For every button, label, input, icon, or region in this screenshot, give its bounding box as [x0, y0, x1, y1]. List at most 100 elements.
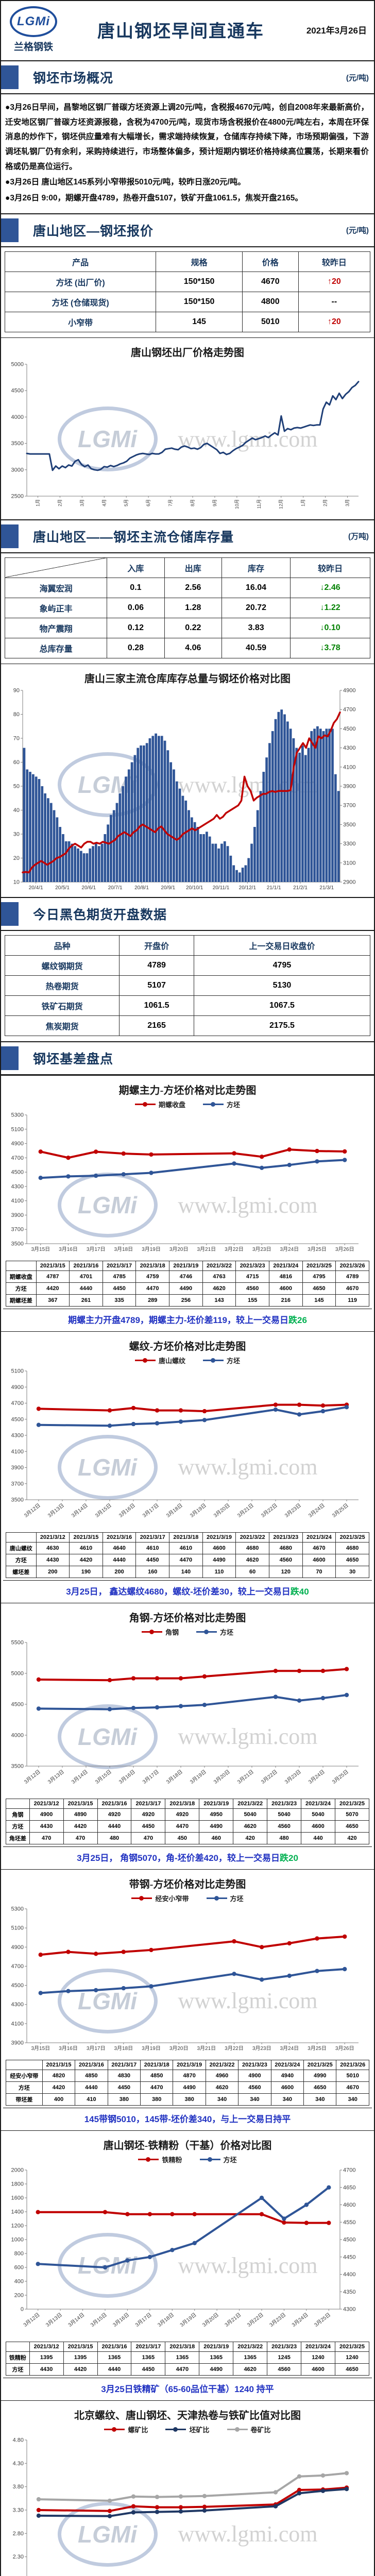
- svg-text:3月15日: 3月15日: [31, 1246, 50, 1252]
- svg-text:3月17日: 3月17日: [87, 1246, 106, 1252]
- svg-text:3月26日: 3月26日: [335, 1246, 354, 1252]
- svg-text:3月16日: 3月16日: [59, 2045, 78, 2052]
- svg-text:3月22日: 3月22日: [246, 2312, 265, 2328]
- svg-text:4100: 4100: [11, 1198, 24, 1204]
- chart-legend: 角钢 方坯: [3, 1625, 372, 1638]
- svg-text:3月19日: 3月19日: [189, 1769, 208, 1785]
- svg-text:200: 200: [14, 2292, 24, 2298]
- svg-text:4900: 4900: [11, 1384, 24, 1390]
- section-warehouse-inventory: 唐山地区——钢坯主流仓储库存量 (万吨): [1, 519, 374, 553]
- chart-angle-vs-billet: LGMi www.lgmi.com 角钢-方坯价格对比走势图 角钢 方坯 3500 4…: [1, 1602, 374, 1869]
- chart-inventory-vs-price: LGMi www.lgmi.com 唐山三家主流仓库库存总量与钢坯价格对比图 10…: [1, 663, 374, 897]
- svg-text:20/11/1: 20/11/1: [213, 885, 230, 891]
- svg-text:3月16日: 3月16日: [59, 1246, 78, 1252]
- svg-text:3月20日: 3月20日: [169, 2045, 189, 2052]
- market-overview-paragraphs: ●3月26日早间，昌黎地区钢厂普碳方坯资源上调20元/吨，含税报4670元/吨，…: [1, 94, 374, 213]
- rebar-futures-vs-billet-table: 2021/3/15 2021/3/16 2021/3/17 2021/3/18 2021…: [6, 1260, 369, 1307]
- svg-text:5300: 5300: [11, 1906, 24, 1912]
- svg-text:4500: 4500: [11, 1169, 24, 1175]
- svg-text:5100: 5100: [11, 1126, 24, 1132]
- svg-text:20/6/1: 20/6/1: [81, 885, 96, 891]
- svg-text:4300: 4300: [343, 2306, 355, 2312]
- svg-text:7月: 7月: [168, 499, 173, 506]
- svg-text:3月19日: 3月19日: [189, 1502, 208, 1519]
- chart-title: 唐山三家主流仓库库存总量与钢坯价格对比图: [84, 673, 291, 685]
- svg-text:3.30: 3.30: [13, 2507, 24, 2513]
- chart-legend: 期螺收盘 方坯: [3, 1098, 372, 1111]
- svg-text:3月14日: 3月14日: [71, 1769, 89, 1785]
- svg-text:12月: 12月: [279, 499, 284, 509]
- svg-text:4500: 4500: [11, 1416, 24, 1422]
- svg-text:600: 600: [14, 2264, 24, 2270]
- chart-title: 唐山钢坯-铁精粉（干基）价格对比图: [103, 2140, 272, 2151]
- svg-text:5100: 5100: [11, 1925, 24, 1931]
- svg-text:4700: 4700: [11, 1155, 24, 1161]
- strip-vs-billet-table: 2021/3/15 2021/3/16 2021/3/17 2021/3/18 2021…: [6, 2059, 369, 2106]
- svg-text:2.80: 2.80: [13, 2531, 24, 2537]
- svg-text:4500: 4500: [11, 387, 24, 394]
- angle-vs-billet-table: 2021/3/12 2021/3/15 2021/3/16 2021/3/17 2021…: [6, 1798, 370, 1844]
- section-basis-review: 钢坯基差盘点: [1, 1041, 374, 1075]
- svg-text:3700: 3700: [343, 802, 355, 808]
- svg-text:2月: 2月: [323, 499, 328, 506]
- svg-text:4.80: 4.80: [13, 2437, 24, 2443]
- svg-text:3月: 3月: [345, 499, 350, 506]
- chart-note: 3月25日， 鑫达螺纹4680，螺纹-坯价差30，较上一交易日跌40: [3, 1580, 372, 1601]
- chart-legend: 唐山螺纹 方坯: [3, 1354, 372, 1367]
- svg-text:4100: 4100: [11, 2021, 24, 2027]
- svg-text:80: 80: [13, 711, 20, 718]
- ore-ratio-chart: 1.802.302.803.303.804.304.803月12日3月13日3月…: [3, 2436, 372, 2576]
- svg-text:3月17日: 3月17日: [87, 2045, 106, 2052]
- svg-text:3月24日: 3月24日: [308, 1502, 326, 1519]
- svg-text:4500: 4500: [11, 1982, 24, 1989]
- rebar-futures-vs-billet-chart: 3500 3700 3900 4100 4300 4500 4700 4900 5100 5300…: [3, 1111, 372, 1258]
- svg-text:3月23日: 3月23日: [284, 1502, 302, 1519]
- svg-text:4100: 4100: [11, 1448, 24, 1454]
- svg-text:5500: 5500: [11, 1639, 24, 1646]
- rebar-vs-billet-table: 2021/3/12 2021/3/15 2021/3/16 2021/3/17 2021…: [6, 1532, 369, 1578]
- svg-text:3500: 3500: [11, 1497, 24, 1503]
- svg-text:3月20日: 3月20日: [213, 1502, 231, 1519]
- svg-text:3700: 3700: [11, 1481, 24, 1487]
- section-futures-open: 今日黑色期货开盘数据: [1, 896, 374, 931]
- svg-text:3月25日: 3月25日: [331, 1769, 350, 1785]
- svg-text:3月19日: 3月19日: [142, 2045, 161, 2052]
- svg-text:20/12/1: 20/12/1: [239, 885, 257, 891]
- svg-text:4000: 4000: [11, 414, 24, 420]
- svg-text:3月15日: 3月15日: [31, 2045, 50, 2052]
- section-title: 唐山地区—钢坯报价: [33, 224, 154, 239]
- svg-text:11月: 11月: [257, 499, 262, 509]
- chart-rebar-futures-vs-billet: LGMi www.lgmi.com 期螺主力-方坯价格对比走势图 期螺收盘 方坯 3…: [1, 1075, 374, 1331]
- svg-text:8月: 8月: [190, 499, 195, 506]
- svg-text:3000: 3000: [11, 467, 24, 473]
- svg-text:20/5/1: 20/5/1: [55, 885, 70, 891]
- svg-text:3月20日: 3月20日: [169, 1246, 189, 1252]
- svg-text:3900: 3900: [11, 1212, 24, 1218]
- svg-text:60: 60: [13, 759, 20, 766]
- chart-billet-vs-ironpowder: LGMi www.lgmi.com 唐山钢坯-铁精粉（干基）价格对比图 铁精粉 方坯…: [1, 2130, 374, 2400]
- svg-text:3500: 3500: [11, 1763, 24, 1769]
- svg-text:3月23日: 3月23日: [268, 2312, 287, 2328]
- svg-text:3100: 3100: [343, 860, 355, 866]
- svg-text:3900: 3900: [11, 1465, 24, 1471]
- svg-text:3500: 3500: [343, 822, 355, 828]
- svg-text:2.30: 2.30: [13, 2554, 24, 2560]
- svg-text:3月18日: 3月18日: [114, 2045, 133, 2052]
- svg-text:4900: 4900: [11, 1944, 24, 1950]
- chart-strip-vs-billet: LGMi www.lgmi.com 带钢-方坯价格对比走势图 经安小窄带 方坯 39…: [1, 1869, 374, 2130]
- chart-title: 螺纹-方坯价格对比走势图: [129, 1341, 246, 1352]
- svg-text:1400: 1400: [11, 2209, 24, 2215]
- chart-legend: 经安小窄带 方坯: [3, 1892, 372, 1905]
- svg-text:3月26日: 3月26日: [335, 2045, 354, 2052]
- svg-text:2月: 2月: [57, 499, 62, 506]
- svg-text:3月25日: 3月25日: [308, 1246, 327, 1252]
- svg-text:3月23日: 3月23日: [284, 1769, 302, 1785]
- rebar-vs-billet-chart: 3500 3700 3900 4100 4300 4500 4700 4900 5100 3月12…: [3, 1367, 372, 1529]
- svg-text:4月: 4月: [101, 499, 107, 506]
- chart-billet-exfactory-price: LGMi www.lgmi.com 唐山钢坯出厂价格走势图 2500 3000 350…: [1, 337, 374, 519]
- overview-bullet: ●3月26日 9:00，期螺开盘4789，热卷开盘5107，铁矿开盘1061.5…: [5, 194, 303, 203]
- svg-text:4300: 4300: [11, 1183, 24, 1190]
- svg-text:3月21日: 3月21日: [236, 1769, 255, 1785]
- svg-text:4500: 4500: [343, 726, 355, 732]
- svg-text:3月21日: 3月21日: [197, 1246, 216, 1252]
